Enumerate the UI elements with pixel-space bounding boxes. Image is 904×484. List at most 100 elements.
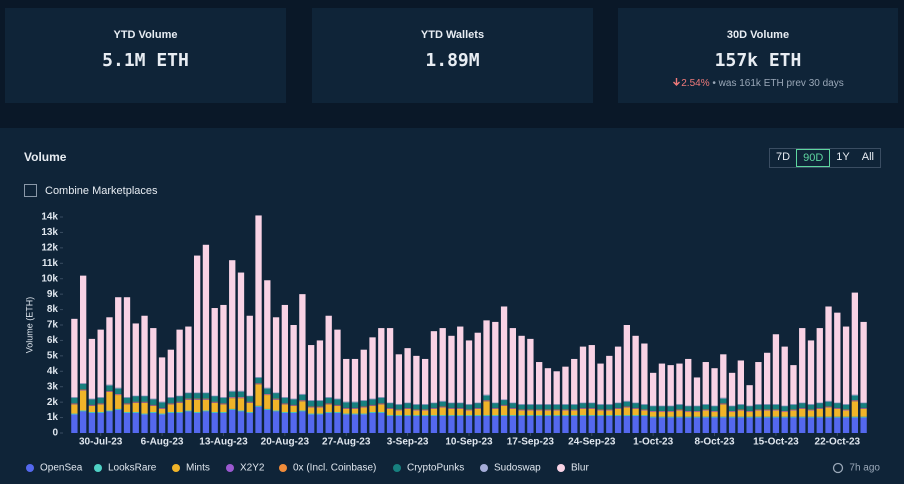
bar-segment (395, 416, 403, 433)
bar-segment (229, 408, 236, 410)
bar-segment (842, 417, 850, 433)
bar-segment (421, 404, 429, 410)
bar-segment (544, 403, 552, 405)
bar-segment (492, 321, 499, 403)
bar-segment (763, 409, 771, 411)
bar-segment (132, 395, 139, 397)
bar-segment (842, 410, 850, 417)
bar-segment (728, 405, 736, 407)
bar-segment (237, 390, 245, 392)
bar-segment (115, 408, 122, 410)
checkbox-box[interactable] (24, 184, 37, 197)
bar-segment (842, 404, 850, 410)
bar-segment (220, 403, 227, 405)
range-button[interactable]: 90D (796, 149, 831, 167)
bar-segment (474, 403, 481, 408)
bar-segment (544, 410, 552, 416)
bar-segment (632, 416, 639, 433)
bar-segment (158, 408, 166, 409)
bar-segment (693, 411, 701, 413)
bar-segment (649, 416, 657, 418)
bar-segment (299, 294, 306, 394)
bar-segment (351, 408, 359, 414)
bar-segment (334, 412, 341, 433)
bar-segment (562, 409, 569, 411)
bar-segment (807, 404, 815, 410)
card-title: YTD Wallets (420, 29, 485, 41)
bar-segment (97, 403, 104, 405)
bar-segment (158, 357, 166, 402)
bar-segment (632, 408, 639, 409)
bar-segment (211, 396, 218, 402)
bar-segment (834, 402, 841, 404)
bar-segment (606, 415, 613, 417)
bar-segment (88, 405, 96, 406)
bar-segment (834, 417, 841, 433)
bar-segment (448, 335, 455, 403)
bar-segment (667, 406, 674, 411)
bar-segment (351, 401, 359, 403)
bar-segment (693, 406, 701, 411)
bar-segment (474, 408, 481, 409)
bar-segment (325, 403, 332, 405)
bar-segment (535, 403, 543, 405)
bar-segment (571, 416, 578, 433)
bar-segment (579, 403, 587, 408)
bar-segment (527, 415, 534, 417)
bar-segment (816, 417, 823, 433)
bar-segment (658, 363, 666, 406)
bar-segment (255, 376, 262, 378)
bar-segment (518, 410, 525, 416)
bar-segment (343, 408, 350, 414)
range-button[interactable]: 7D (776, 151, 791, 163)
bar-segment (255, 377, 262, 384)
bar-segment (790, 403, 797, 405)
bar-segment (378, 403, 385, 405)
bar-segment (106, 391, 113, 411)
bar-segment (763, 417, 771, 433)
y-tick-label: 3k (47, 381, 59, 392)
bar-segment (474, 415, 481, 417)
bar-segment (676, 403, 683, 405)
bar-segment (229, 397, 236, 399)
range-button[interactable]: 1Y (836, 151, 850, 163)
bar-segment (571, 415, 578, 417)
bar-segment (229, 398, 236, 409)
bar-segment (518, 403, 525, 405)
bar-segment (746, 405, 753, 407)
bar-segment (123, 397, 131, 404)
bar-segment (465, 410, 473, 416)
bar-segment (807, 403, 815, 405)
bar-segment (492, 416, 499, 433)
bar-segment (264, 388, 271, 394)
bar-segment (220, 404, 227, 413)
bar-segment (369, 337, 376, 399)
bar-segment (623, 325, 631, 401)
bar-segment (290, 405, 297, 406)
bar-segment (799, 408, 806, 409)
bar-segment (307, 407, 315, 414)
bar-segment (851, 416, 859, 418)
bar-segment (535, 409, 543, 411)
bar-segment (307, 413, 315, 415)
bar-segment (588, 345, 595, 403)
bar-segment (430, 415, 438, 417)
bar-segment (316, 340, 324, 401)
bar-segment (88, 412, 96, 413)
bar-segment (755, 362, 762, 404)
bar-segment (351, 358, 359, 402)
bar-segment (711, 412, 718, 417)
bar-segment (614, 402, 622, 404)
bar-segment (781, 346, 788, 406)
range-button[interactable]: All (861, 151, 874, 163)
bar-segment (395, 409, 403, 411)
bar-segment (728, 416, 736, 418)
y-tick-label: 0 (52, 428, 58, 439)
bar-segment (597, 416, 604, 433)
checkbox[interactable]: Combine Marketplaces (24, 184, 158, 197)
bar-segment (299, 401, 306, 411)
bar-segment (167, 403, 175, 405)
bar-segment (571, 404, 578, 410)
bar-segment (527, 404, 534, 410)
bar-segment (176, 412, 183, 433)
